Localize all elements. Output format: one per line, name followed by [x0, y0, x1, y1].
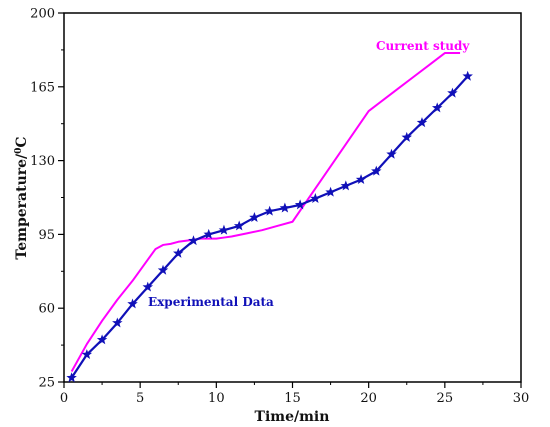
y-axis-title-main: Temperature/ — [14, 153, 30, 260]
x-tick-label: 5 — [136, 391, 144, 406]
data-point-experimental-data — [294, 199, 306, 210]
x-tick-label: 10 — [208, 391, 225, 406]
data-point-experimental-data — [157, 264, 169, 275]
data-point-experimental-data — [127, 298, 138, 309]
data-point-experimental-data — [462, 70, 473, 81]
y-tick-label: 165 — [30, 80, 55, 95]
data-point-experimental-data — [81, 349, 93, 360]
data-point-experimental-data — [66, 372, 77, 383]
y-tick-label: 95 — [38, 228, 55, 243]
data-point-experimental-data — [416, 117, 428, 128]
y-tick-label: 130 — [30, 154, 55, 169]
x-tick-label: 0 — [60, 391, 68, 406]
data-point-experimental-data — [325, 186, 336, 197]
series-current-study — [70, 52, 461, 372]
x-tick-label: 15 — [284, 391, 301, 406]
data-point-experimental-data — [188, 235, 199, 246]
series-line-current-study — [70, 52, 461, 372]
data-point-experimental-data — [233, 220, 245, 231]
y-tick-label: 200 — [30, 7, 55, 22]
x-tick-label: 30 — [513, 391, 530, 406]
y-tick-label: 60 — [38, 302, 55, 317]
data-point-experimental-data — [218, 224, 230, 235]
data-point-experimental-data — [310, 193, 321, 203]
series-line-experimental-data — [70, 75, 469, 379]
data-point-experimental-data — [355, 174, 367, 185]
data-point-experimental-data — [142, 281, 154, 292]
plot-frame — [63, 12, 522, 383]
data-point-experimental-data — [340, 180, 352, 191]
data-point-experimental-data — [386, 148, 397, 159]
data-point-experimental-data — [401, 131, 412, 142]
x-axis-title: Time/min — [255, 409, 330, 425]
series-experimental-data — [66, 70, 473, 383]
y-tick-label: 25 — [38, 376, 55, 391]
data-point-experimental-data — [447, 87, 458, 98]
data-point-experimental-data — [173, 247, 184, 258]
y-axis-title-unit: C — [14, 136, 30, 147]
data-point-experimental-data — [279, 202, 291, 213]
data-point-experimental-data — [203, 228, 214, 239]
plot-area — [63, 12, 522, 383]
x-tick-label: 25 — [437, 391, 454, 406]
axis-labels: 0 5 10 15 20 25 30 25 60 95 130 165 200 — [30, 7, 529, 407]
data-point-experimental-data — [249, 212, 260, 222]
x-tick-label: 20 — [360, 391, 377, 406]
data-point-experimental-data — [112, 317, 123, 328]
series-layer — [66, 52, 473, 383]
y-axis-title: Temperature/0C — [14, 136, 30, 259]
data-point-experimental-data — [431, 102, 443, 113]
axis-ticks — [58, 12, 522, 388]
data-point-experimental-data — [371, 165, 382, 176]
data-point-experimental-data — [264, 205, 275, 216]
series-label-current-study: Current study — [376, 39, 470, 53]
y-axis-title-superscript: 0 — [14, 148, 24, 154]
series-label-experimental-data: Experimental Data — [148, 295, 274, 309]
data-point-experimental-data — [96, 334, 108, 345]
